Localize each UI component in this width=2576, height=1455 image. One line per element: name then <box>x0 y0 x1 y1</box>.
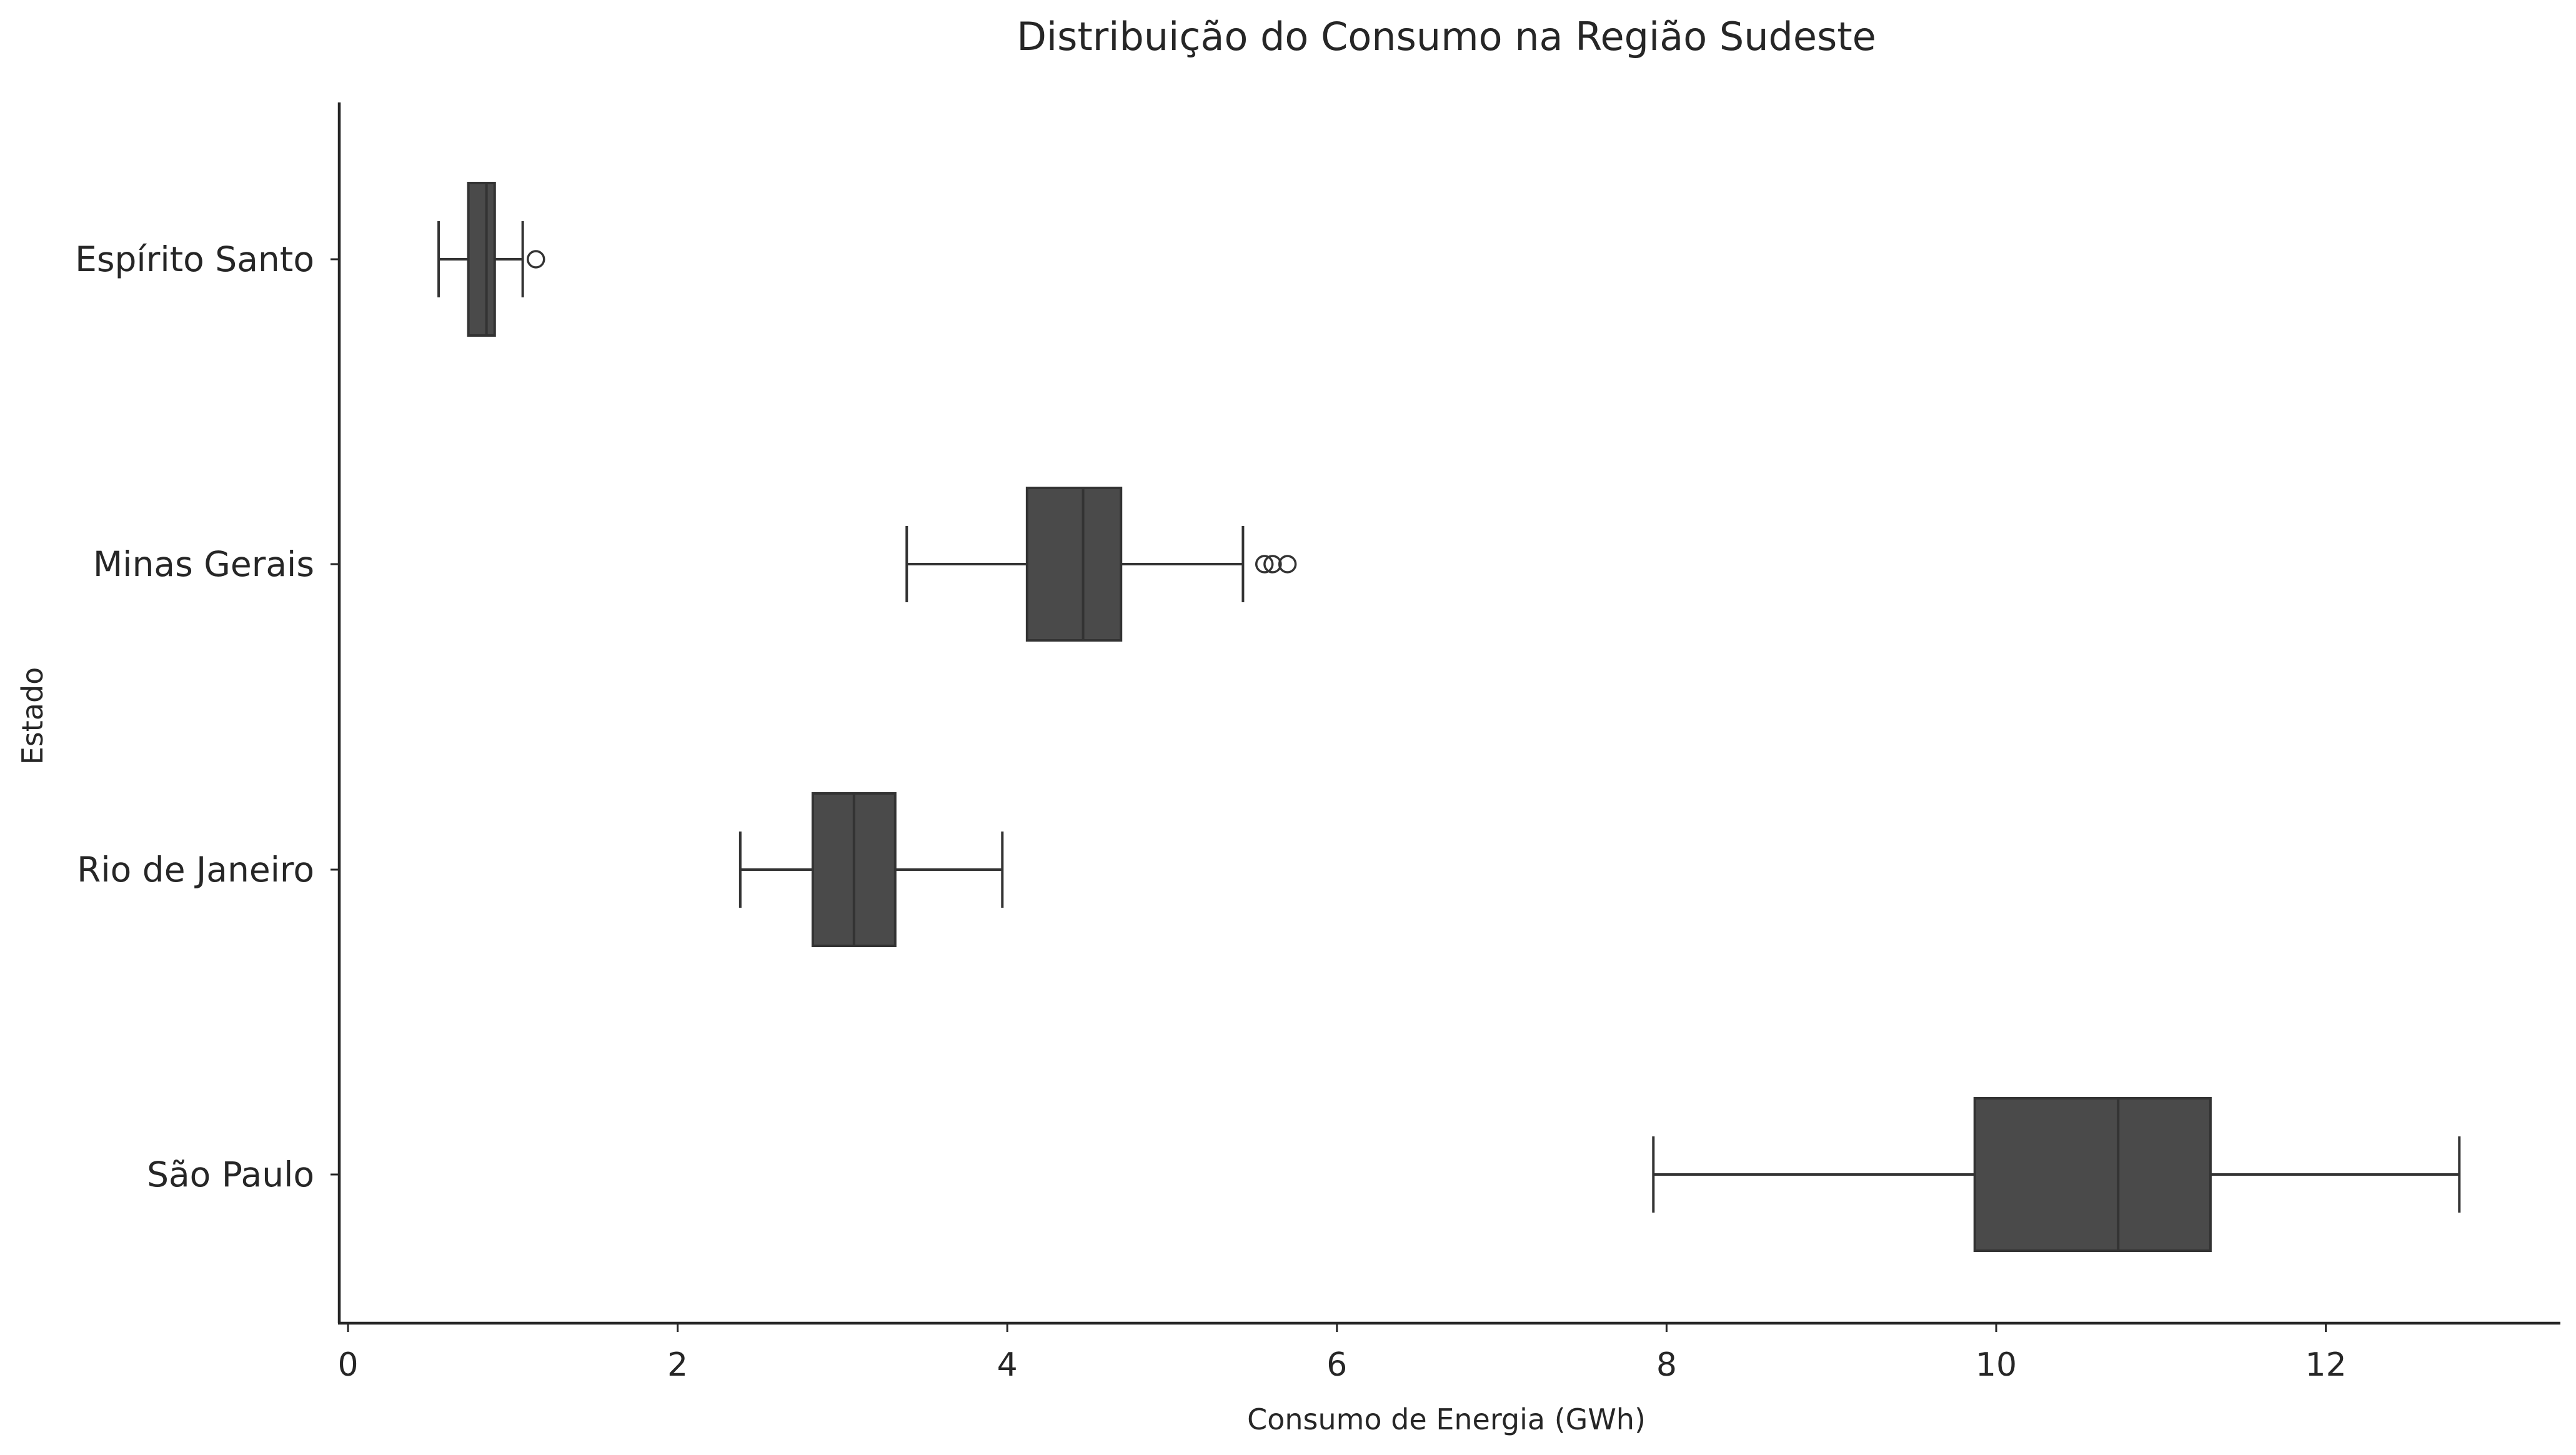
x-tick-label: 12 <box>2305 1346 2347 1384</box>
chart-title: Distribuição do Consumo na Região Sudest… <box>1017 14 1876 59</box>
box-plot-espirito-santo <box>437 182 545 337</box>
x-tick-label: 10 <box>1976 1346 2017 1384</box>
box-plot-minas-gerais <box>905 487 1297 642</box>
x-tick-label: 0 <box>337 1346 358 1384</box>
iqr-box <box>1025 487 1123 642</box>
y-category-label: Espírito Santo <box>75 239 314 279</box>
x-tick-label: 4 <box>997 1346 1018 1384</box>
x-tick-label: 8 <box>1656 1346 1677 1384</box>
outlier-point <box>1278 555 1297 574</box>
outlier-point <box>1255 555 1274 574</box>
y-category-label: Rio de Janeiro <box>77 850 314 890</box>
x-axis-ticks: 0 2 4 6 8 10 12 <box>337 1323 2347 1384</box>
y-axis-label: Estado <box>16 667 49 765</box>
y-axis-category-labels: Espírito Santo Minas Gerais Rio de Janeiro… <box>75 239 339 1194</box>
box-plot-sao-paulo <box>1652 1097 2461 1252</box>
outlier-point <box>526 250 545 269</box>
box-plot-rio-de-janeiro <box>738 792 1004 947</box>
outlier-point <box>1263 555 1282 574</box>
iqr-box <box>1973 1097 2212 1252</box>
iqr-box <box>467 182 496 337</box>
x-axis-label: Consumo de Energia (GWh) <box>1247 1403 1646 1436</box>
x-tick-label: 2 <box>667 1346 688 1384</box>
y-category-label: Minas Gerais <box>93 544 314 584</box>
box-plots <box>437 182 2461 1252</box>
y-category-label: São Paulo <box>147 1155 314 1194</box>
x-tick-label: 6 <box>1326 1346 1347 1384</box>
